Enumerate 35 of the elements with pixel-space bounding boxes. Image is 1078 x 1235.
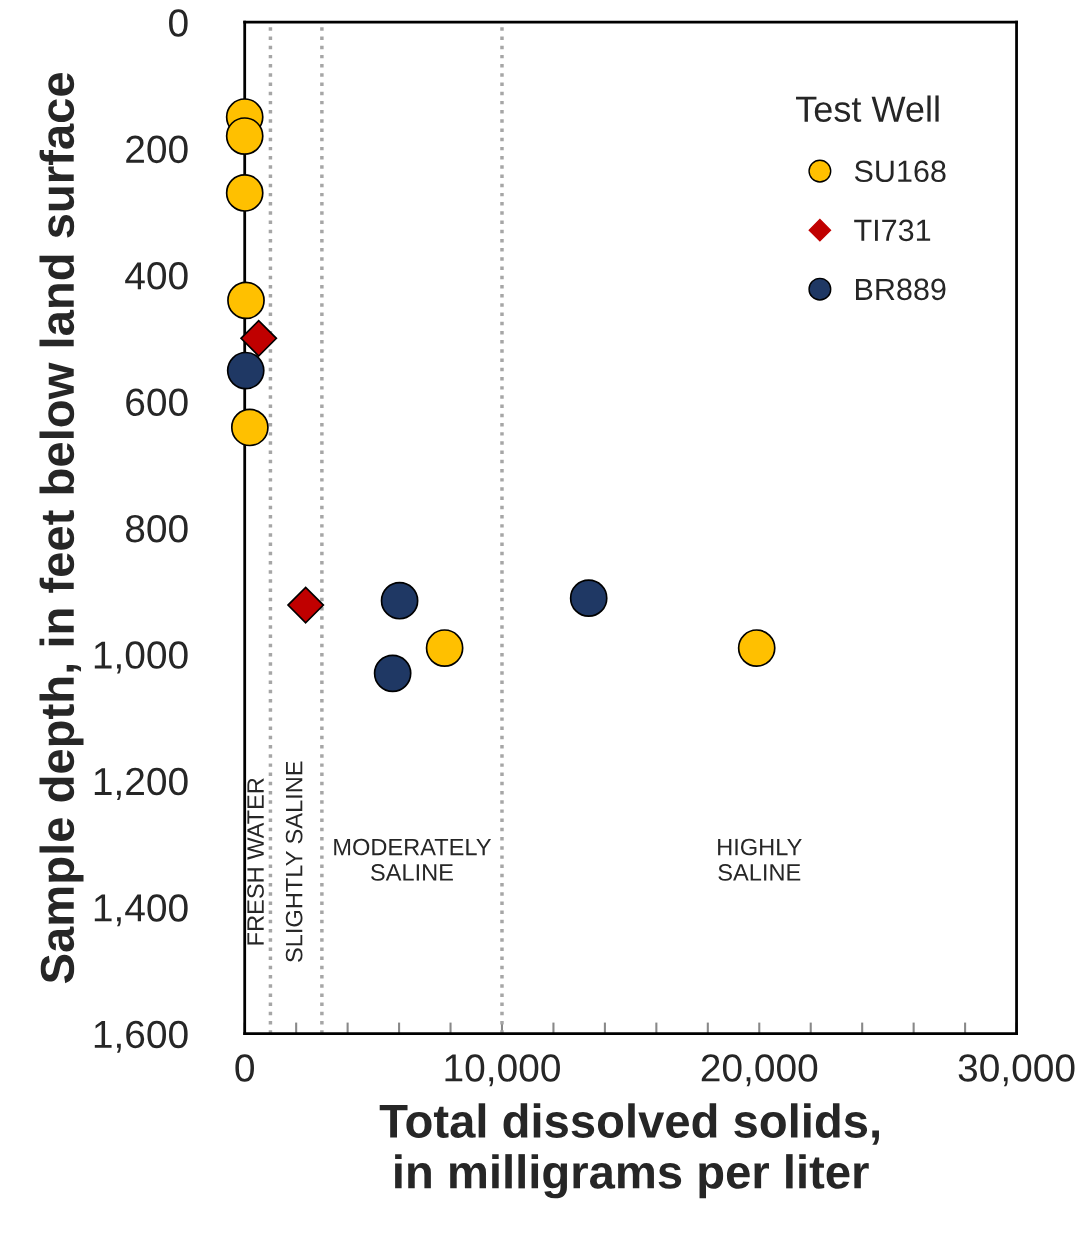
point	[373, 654, 412, 693]
x-tick-label: 0	[235, 1054, 254, 1082]
legend-label: SU168	[854, 160, 946, 183]
annotation: FRESH WATER	[247, 778, 264, 945]
x-tick-label: 20,000	[701, 1054, 818, 1087]
point	[737, 629, 776, 667]
y-tick-label: 800	[125, 514, 188, 543]
legend-label: BR889	[856, 278, 946, 301]
y-tick-label: 1,200	[94, 767, 188, 800]
y-tick-label: 1,400	[94, 894, 188, 927]
point	[569, 579, 608, 618]
y-tick-label: 1,000	[94, 641, 188, 674]
point	[226, 351, 265, 390]
x-tick-label: 30,000	[958, 1054, 1075, 1087]
x-axis-title: Total dissolved solids, in milligrams per liter	[379, 1103, 879, 1199]
annotation: SLIGHTLY SALINE	[285, 761, 303, 962]
point	[425, 629, 464, 667]
legend-title: Test Well	[796, 95, 939, 122]
point	[287, 586, 325, 624]
point	[225, 117, 264, 155]
y-tick-label: 400	[125, 262, 188, 290]
y-tick-label: 0	[169, 9, 188, 37]
annotation: MODERATELY SALINE	[334, 838, 492, 881]
point	[230, 408, 269, 447]
point	[225, 174, 264, 212]
point	[227, 281, 265, 320]
y-tick-label: 200	[126, 135, 188, 164]
y-axis-title: Sample depth, in feet below land surface	[39, 72, 84, 984]
annotation: HIGHLY SALINE	[718, 838, 802, 881]
point	[240, 319, 278, 357]
legend-label: TI731	[854, 219, 931, 242]
y-tick-label: 1,600	[94, 1020, 188, 1053]
y-tick-label: 600	[126, 388, 188, 416]
point	[380, 581, 419, 620]
x-tick-label: 10,000	[445, 1054, 560, 1087]
